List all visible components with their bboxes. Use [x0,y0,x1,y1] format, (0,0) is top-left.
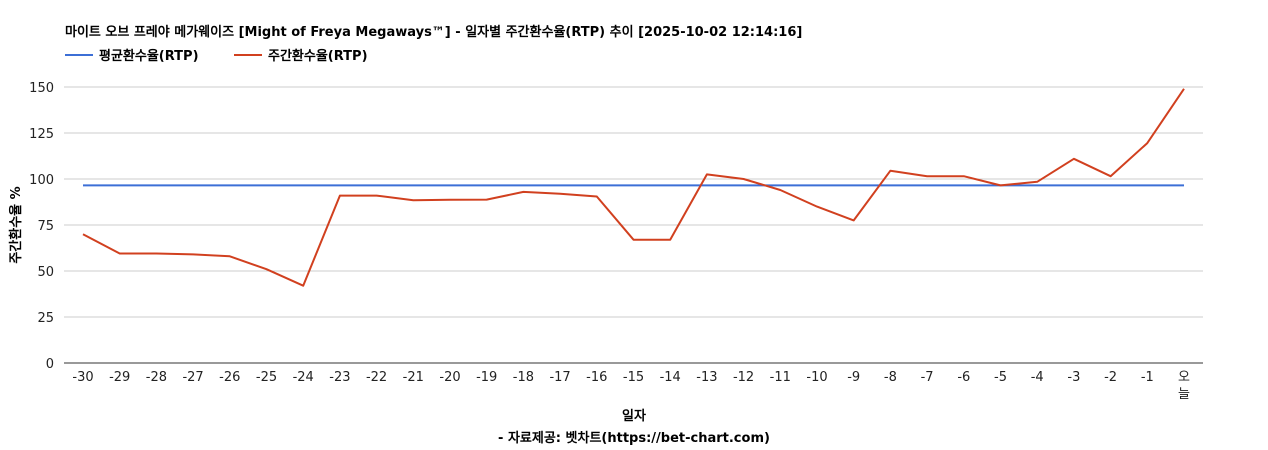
y-axis-ticks: 0 25 50 75 100 125 150 [29,81,54,372]
y-axis-title: 주간환수율 % [8,186,24,263]
x-tick-label: -30 [72,370,93,385]
x-tick-label: -14 [660,370,681,385]
x-tick-label: -12 [733,370,754,385]
x-tick-label: -2 [1104,370,1117,385]
chart-title: 마이트 오브 프레야 메가웨이즈 [Might of Freya Megaway… [65,24,802,40]
x-tick-label: -20 [439,370,460,385]
x-tick-label: -24 [293,370,314,385]
x-tick-label: 늘 [1178,387,1190,402]
data-source-credit: - 자료제공: 벳차트(https://bet-chart.com) [498,430,770,446]
legend: 평균환수율(RTP) 주간환수율(RTP) [65,48,368,64]
gridlines [64,86,1203,364]
series-lines [82,88,1185,287]
x-tick-label: -29 [109,370,130,385]
x-tick-label: -11 [770,370,791,385]
x-tick-label: -19 [476,370,497,385]
x-tick-label: 오 [1178,370,1190,385]
x-tick-label: -27 [182,370,203,385]
x-tick-label: -26 [219,370,240,385]
x-tick-label: -9 [847,370,860,385]
legend-label-average: 평균환수율(RTP) [99,48,199,64]
x-tick-label: -21 [403,370,424,385]
x-tick-label: -3 [1067,370,1080,385]
x-tick-label: -17 [549,370,570,385]
y-tick-label: 0 [46,357,54,372]
x-tick-label: -28 [146,370,167,385]
x-tick-label: -16 [586,370,607,385]
x-tick-label: -15 [623,370,644,385]
legend-label-weekly: 주간환수율(RTP) [268,48,368,64]
x-axis-ticks: -30 -29 -28 -27 -26 -25 -24 -23 -22 -21 -20 -19 -18-… [72,370,1190,402]
weekly-rtp-line [82,88,1185,287]
x-tick-label: -5 [994,370,1007,385]
x-tick-label: -1 [1141,370,1154,385]
y-tick-label: 150 [29,81,54,96]
x-tick-label: -25 [256,370,277,385]
x-tick-label: -23 [329,370,350,385]
y-tick-label: 75 [37,219,54,234]
x-tick-label: -4 [1031,370,1044,385]
y-tick-label: 100 [29,173,54,188]
x-tick-label: -8 [884,370,897,385]
x-tick-label: -10 [806,370,827,385]
y-tick-label: 25 [37,311,54,326]
y-tick-label: 50 [37,265,54,280]
x-tick-label: -13 [696,370,717,385]
x-tick-label: -7 [921,370,934,385]
y-tick-label: 125 [29,127,54,142]
x-tick-label: -18 [513,370,534,385]
x-tick-label: -22 [366,370,387,385]
x-axis-title: 일자 [622,409,646,424]
x-tick-label: -6 [957,370,970,385]
